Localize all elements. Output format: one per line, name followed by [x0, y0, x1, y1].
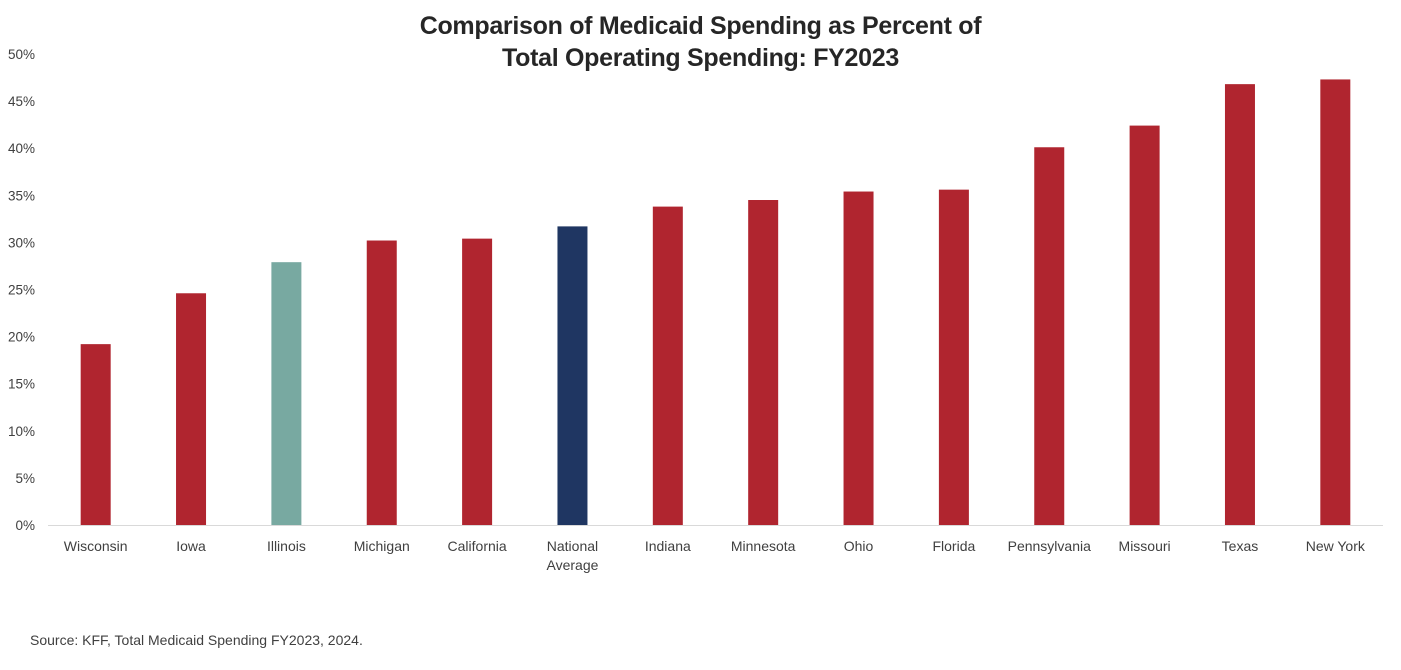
- bar: [843, 191, 874, 526]
- x-tick-label: Wisconsin: [64, 538, 128, 554]
- x-tick-label: California: [448, 538, 507, 554]
- bar: [462, 238, 493, 525]
- bar: [366, 240, 397, 526]
- y-tick-label: 45%: [8, 94, 35, 109]
- y-axis: 0% 5% 10% 15% 20% 25% 30% 35% 40% 45% 50%: [8, 47, 35, 533]
- y-tick-label: 40%: [8, 141, 35, 156]
- bar: [557, 226, 588, 526]
- chart-title-line-2: Total Operating Spending: FY2023: [502, 44, 899, 72]
- bar: [938, 189, 969, 525]
- source-note: Source: KFF, Total Medicaid Spending FY2…: [30, 632, 363, 648]
- x-tick-label: Michigan: [354, 538, 410, 554]
- bar: [1129, 125, 1160, 525]
- y-tick-label: 30%: [8, 235, 35, 250]
- x-tick-label: Missouri: [1119, 538, 1171, 554]
- x-tick-label: Illinois: [267, 538, 306, 554]
- y-tick-label: 0%: [15, 518, 35, 533]
- y-tick-label: 15%: [8, 377, 35, 392]
- x-axis: Wisconsin Iowa Illinois Michigan California N…: [64, 538, 1366, 573]
- y-tick-label: 10%: [8, 424, 35, 439]
- bar: [1320, 79, 1351, 526]
- x-tick-label: National Average: [547, 538, 599, 573]
- chart-title: Comparison of Medicaid Spending as Perce…: [0, 10, 1401, 74]
- y-tick-label: 50%: [8, 47, 35, 62]
- x-tick-label: Ohio: [844, 538, 874, 554]
- x-tick-label: Indiana: [645, 538, 691, 554]
- bar: [1034, 147, 1065, 525]
- x-tick-label: Minnesota: [731, 538, 796, 554]
- bar: [176, 293, 207, 525]
- x-tick-label: Pennsylvania: [1008, 538, 1091, 554]
- y-tick-label: 25%: [8, 283, 35, 298]
- y-tick-label: 35%: [8, 188, 35, 203]
- x-tick-label: Texas: [1222, 538, 1259, 554]
- y-tick-label: 20%: [8, 330, 35, 345]
- bar: [748, 200, 779, 525]
- bar: [271, 262, 302, 525]
- bars: [80, 79, 1351, 526]
- x-tick-label: Iowa: [176, 538, 206, 554]
- bar: [652, 206, 683, 525]
- x-tick-label: Florida: [932, 538, 975, 554]
- chart-title-line-1: Comparison of Medicaid Spending as Perce…: [419, 12, 982, 40]
- bar: [1224, 84, 1255, 526]
- x-tick-label: New York: [1306, 538, 1366, 554]
- y-tick-label: 5%: [15, 471, 35, 486]
- bar: [80, 344, 111, 525]
